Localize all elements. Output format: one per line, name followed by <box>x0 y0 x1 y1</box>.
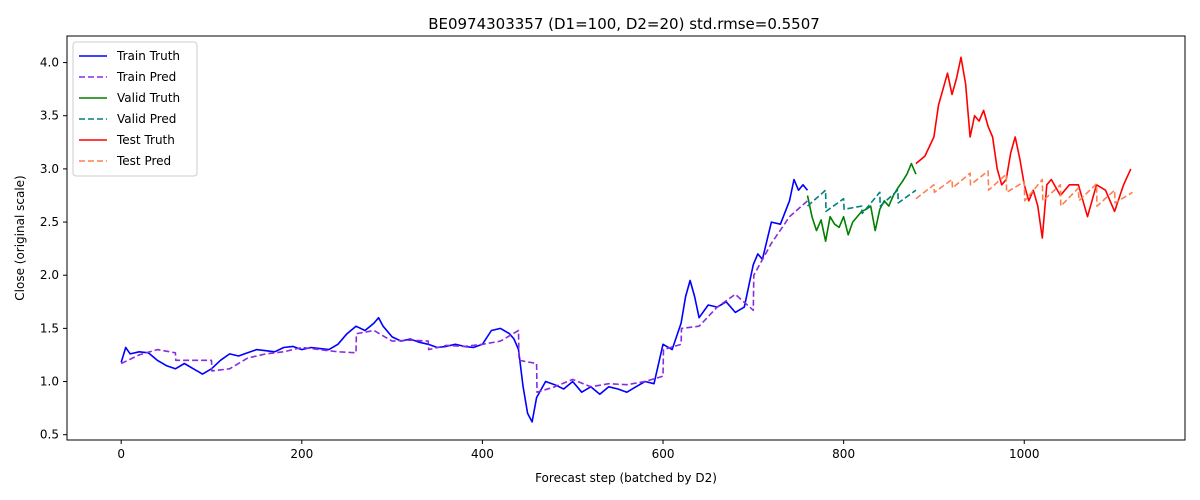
legend-box <box>72 41 198 177</box>
x-tick-label: 800 <box>832 447 855 461</box>
legend-label: Valid Pred <box>117 112 176 126</box>
y-tick-label: 2.5 <box>40 215 59 229</box>
y-tick-label: 3.5 <box>40 109 59 123</box>
x-tick-label: 200 <box>290 447 313 461</box>
legend-label: Train Truth <box>116 49 180 63</box>
y-tick-label: 1.0 <box>40 375 59 389</box>
series-line-train-truth <box>120 178 809 423</box>
series-line-test-pred <box>915 170 1134 207</box>
legend-label: Test Truth <box>116 133 175 147</box>
x-axis-label: Forecast step (batched by D2) <box>535 471 717 485</box>
y-tick-label: 1.5 <box>40 321 59 335</box>
x-tick-label: 600 <box>652 447 675 461</box>
y-axis-label: Close (original scale) <box>13 175 27 300</box>
x-tick-label: 400 <box>471 447 494 461</box>
y-tick-label: 0.5 <box>40 428 59 442</box>
y-tick-label: 4.0 <box>40 56 59 70</box>
legend: Train Truth Train Pred Valid Truth Valid Pr… <box>72 41 198 177</box>
y-axis: 0.5 1.0 1.5 2.0 2.5 3.0 3.5 4.0 <box>40 56 67 442</box>
legend-label: Test Pred <box>116 154 171 168</box>
legend-label: Train Pred <box>116 70 176 84</box>
series-layer <box>120 56 1134 423</box>
series-line-valid-pred <box>806 189 917 215</box>
chart-title: BE0974303357 (D1=100, D2=20) std.rmse=0.… <box>428 15 820 33</box>
y-tick-label: 3.0 <box>40 162 59 176</box>
x-tick-label: 1000 <box>1009 447 1040 461</box>
x-axis: 0 200 400 600 800 1000 <box>117 440 1040 461</box>
y-tick-label: 2.0 <box>40 268 59 282</box>
series-line-train-pred <box>120 200 809 393</box>
x-tick-label: 0 <box>117 447 125 461</box>
plot-frame <box>66 35 1186 441</box>
legend-label: Valid Truth <box>117 91 180 105</box>
series-line-test-truth <box>915 56 1132 239</box>
